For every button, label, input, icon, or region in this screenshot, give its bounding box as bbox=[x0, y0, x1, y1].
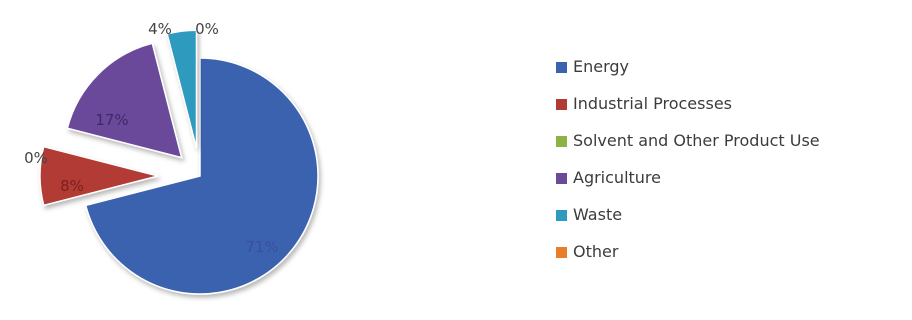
legend-item-other: Other bbox=[556, 237, 820, 274]
pie-slice-energy bbox=[84, 57, 319, 295]
legend-swatch bbox=[556, 173, 567, 184]
legend-item-energy: Energy bbox=[556, 52, 820, 89]
legend-label: Solvent and Other Product Use bbox=[573, 131, 820, 150]
slice-label-solvent-and-other-product-use: 0% bbox=[24, 149, 48, 167]
legend-label: Energy bbox=[573, 57, 630, 76]
legend-swatch bbox=[556, 247, 567, 258]
legend: Energy Industrial Processes Solvent and Ot… bbox=[556, 52, 820, 274]
legend-label: Agriculture bbox=[573, 168, 661, 187]
slice-label-agriculture: 17% bbox=[95, 111, 128, 129]
pie-chart: 71% 8% 0% 17% 4% 0% bbox=[24, 20, 319, 295]
legend-label: Industrial Processes bbox=[573, 94, 732, 113]
legend-swatch bbox=[556, 136, 567, 147]
legend-item-industrial-processes: Industrial Processes bbox=[556, 89, 820, 126]
pie-slice-industrial-processes bbox=[39, 145, 159, 207]
legend-swatch bbox=[556, 99, 567, 110]
legend-label: Other bbox=[573, 242, 619, 261]
pie-slice-agriculture bbox=[66, 42, 183, 159]
slice-label-waste: 4% bbox=[148, 20, 172, 38]
slice-label-energy: 71% bbox=[245, 238, 278, 256]
legend-item-agriculture: Agriculture bbox=[556, 163, 820, 200]
legend-swatch bbox=[556, 62, 567, 73]
slice-label-industrial-processes: 8% bbox=[60, 177, 84, 195]
legend-item-solvent-and-other-product-use: Solvent and Other Product Use bbox=[556, 126, 820, 163]
legend-label: Waste bbox=[573, 205, 623, 224]
pie-slice-waste bbox=[166, 29, 198, 149]
legend-swatch bbox=[556, 210, 567, 221]
slice-label-other: 0% bbox=[195, 20, 219, 38]
legend-item-waste: Waste bbox=[556, 200, 820, 237]
